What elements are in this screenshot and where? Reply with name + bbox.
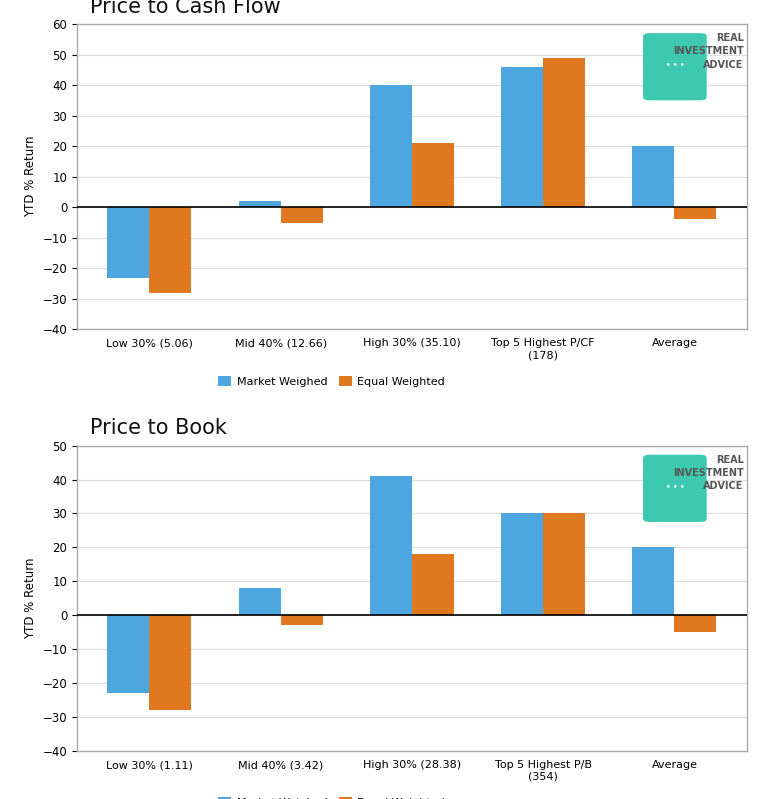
Bar (543, 514, 585, 615)
Bar (501, 514, 543, 615)
Text: Price to Cash Flow: Price to Cash Flow (90, 0, 281, 17)
Text: REAL
INVESTMENT
ADVICE: REAL INVESTMENT ADVICE (673, 455, 744, 491)
Text: • • •: • • • (666, 62, 685, 68)
Text: Price to Book: Price to Book (90, 419, 227, 439)
Bar (149, 615, 192, 710)
Bar (675, 207, 716, 220)
Bar (149, 207, 192, 292)
Bar (675, 615, 716, 632)
FancyBboxPatch shape (643, 455, 707, 522)
FancyBboxPatch shape (643, 33, 707, 101)
Bar (281, 207, 323, 223)
Legend: Market Weighed, Equal Weighted: Market Weighed, Equal Weighted (213, 793, 450, 799)
Y-axis label: YTD % Return: YTD % Return (24, 136, 37, 217)
Bar (543, 58, 585, 207)
Bar (370, 476, 412, 615)
Bar (501, 67, 543, 207)
Bar (370, 85, 412, 207)
Bar (239, 588, 281, 615)
Text: REAL
INVESTMENT
ADVICE: REAL INVESTMENT ADVICE (673, 33, 744, 70)
Bar (632, 146, 675, 207)
Bar (632, 547, 675, 615)
Bar (412, 143, 454, 207)
Bar (239, 201, 281, 207)
Legend: Market Weighed, Equal Weighted: Market Weighed, Equal Weighted (213, 372, 450, 392)
Bar (108, 615, 149, 694)
Bar (412, 555, 454, 615)
Bar (108, 207, 149, 277)
Bar (281, 615, 323, 626)
Text: • • •: • • • (666, 484, 685, 490)
Y-axis label: YTD % Return: YTD % Return (24, 558, 37, 639)
